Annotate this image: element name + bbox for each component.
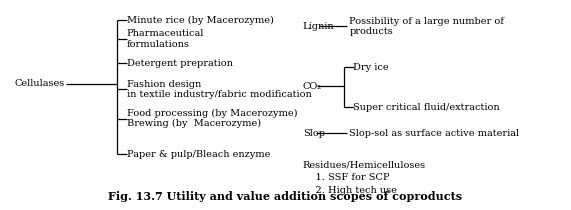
Text: Slop-sol as surface active material: Slop-sol as surface active material <box>349 129 520 138</box>
Text: Paper & pulp/Bleach enzyme: Paper & pulp/Bleach enzyme <box>127 150 270 159</box>
Text: Food processing (by Macerozyme)
Brewing (by  Macerozyme): Food processing (by Macerozyme) Brewing … <box>127 109 297 129</box>
Text: Super critical fluid/extraction: Super critical fluid/extraction <box>353 103 500 112</box>
Text: Possibility of a large number of
products: Possibility of a large number of product… <box>349 17 504 36</box>
Text: Minute rice (by Macerozyme): Minute rice (by Macerozyme) <box>127 15 274 25</box>
Text: Lignin: Lignin <box>303 22 334 31</box>
Text: Dry ice: Dry ice <box>353 63 388 72</box>
Text: Slop: Slop <box>303 129 325 138</box>
Text: Cellulases: Cellulases <box>14 80 65 88</box>
Text: Detergent prepration: Detergent prepration <box>127 59 232 67</box>
Text: Residues/Hemicelluloses
    1. SSF for SCP
    2. High tech use: Residues/Hemicelluloses 1. SSF for SCP 2… <box>303 161 426 195</box>
Text: Fashion design
in textile industry/fabric modification: Fashion design in textile industry/fabri… <box>127 80 312 99</box>
Text: CO₂: CO₂ <box>303 82 321 91</box>
Text: Fig. 13.7 Utility and value addition scopes of coproducts: Fig. 13.7 Utility and value addition sco… <box>108 191 463 202</box>
Text: Pharmaceutical
formulations: Pharmaceutical formulations <box>127 29 204 49</box>
